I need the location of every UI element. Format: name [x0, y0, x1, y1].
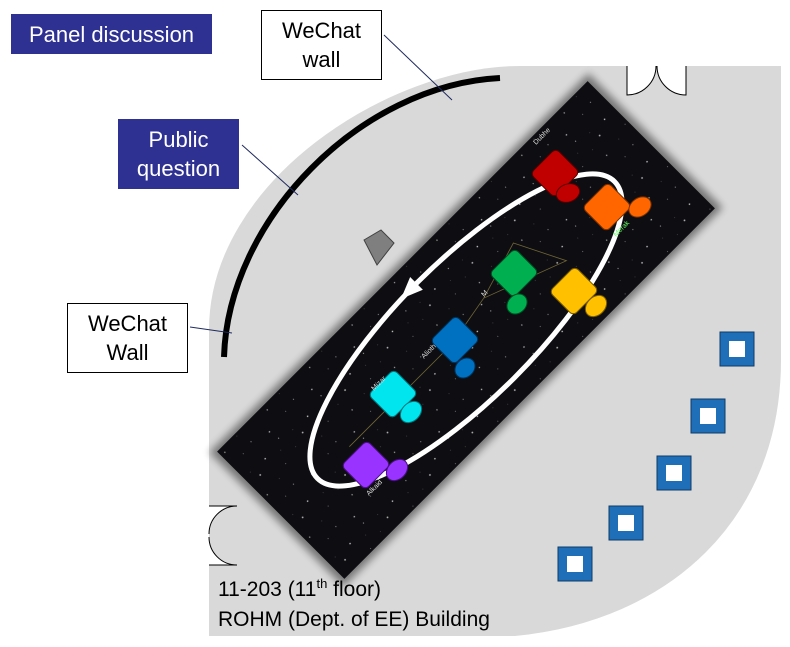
room-number: 11-203 [218, 578, 282, 601]
public-question-line-2: question [136, 156, 221, 181]
leader-line-top-wall [383, 34, 453, 101]
wechat-wall-left-line-2: Wall [106, 340, 149, 365]
seat-phecda [550, 267, 608, 318]
audience-chair [690, 398, 726, 434]
room-floor-sup: th [316, 576, 328, 591]
room-floor-close: floor) [327, 578, 382, 601]
audience-chair [656, 455, 692, 491]
wechat-wall-top-line-1: WeChat [281, 18, 362, 43]
seat-merak [583, 183, 652, 231]
public-question-line-1: Public [148, 127, 209, 152]
top-door [626, 65, 687, 96]
seat-alioth [431, 316, 479, 379]
leader-line-left-wall [189, 326, 233, 334]
audience-chair [557, 546, 593, 582]
seat-alkaid [342, 441, 409, 489]
public-question-label: Public question [118, 119, 239, 189]
star-label-megrez: M [480, 289, 489, 298]
room-location-label: 11-203 (11th floor) ROHM (Dept. of EE) B… [218, 575, 490, 635]
panel-discussion-label: Panel discussion [11, 14, 212, 54]
seat-megrez [490, 249, 538, 315]
audience-chair [719, 331, 755, 367]
wechat-wall-left-label: WeChat Wall [67, 303, 188, 373]
room-building: ROHM (Dept. of EE) Building [218, 608, 490, 631]
podium [363, 229, 395, 266]
seat-dubhe [531, 149, 581, 203]
room-number-line: 11-203 (11th floor) [218, 575, 490, 605]
flow-ellipse [307, 171, 625, 489]
room-floor-open: (11 [287, 578, 317, 601]
wechat-wall-top-label: WeChat wall [261, 10, 382, 80]
panel-discussion-text: Panel discussion [28, 21, 195, 47]
seat-mizar [369, 370, 423, 424]
wechat-wall-left-line-1: WeChat [87, 311, 168, 336]
wechat-wall-line [221, 75, 501, 358]
flow-arrowhead [400, 276, 423, 299]
wechat-wall-top-line-2: wall [302, 47, 341, 72]
audience-chair [608, 505, 644, 541]
left-door [208, 505, 238, 566]
leader-line-public-question [241, 144, 299, 196]
